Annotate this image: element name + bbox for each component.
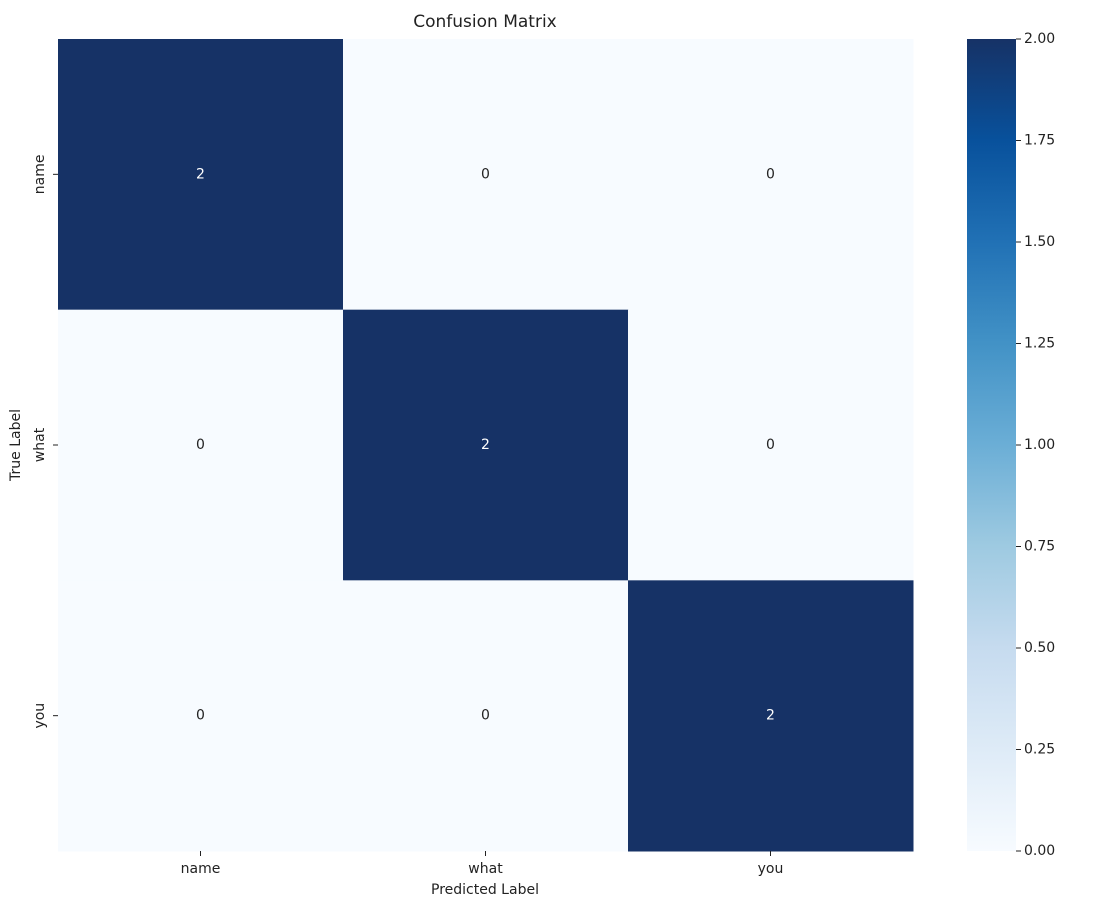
heatmap-cell <box>628 580 914 852</box>
x-tick-label: you <box>758 861 784 877</box>
colorbar <box>967 39 1016 851</box>
chart-title: Confusion Matrix <box>413 12 557 32</box>
cell-label: 0 <box>196 708 205 724</box>
heatmap-cell <box>58 309 344 581</box>
y-axis-label: True Label <box>8 409 24 482</box>
heatmap-cell <box>628 309 914 581</box>
cell-label: 2 <box>481 437 490 453</box>
colorbar-tick-label: 2.00 <box>1024 31 1055 47</box>
cell-label: 0 <box>766 437 775 453</box>
colorbar-tick-label: 0.50 <box>1024 640 1055 656</box>
x-axis-label: Predicted Label <box>431 882 539 898</box>
cell-label: 2 <box>766 708 775 724</box>
heatmap-cell <box>58 580 344 852</box>
heatmap-cell <box>58 39 344 311</box>
colorbar-tick-label: 1.25 <box>1024 336 1055 352</box>
colorbar-tick-label: 0.75 <box>1024 539 1055 555</box>
heatmap-cell <box>343 309 629 581</box>
heatmap-cell <box>343 580 629 852</box>
y-tick-label: name <box>32 154 48 194</box>
colorbar-tick-label: 1.75 <box>1024 133 1055 149</box>
heatmap-cell <box>343 39 629 311</box>
y-tick-label: you <box>32 703 48 729</box>
x-tick-label: what <box>468 861 503 877</box>
heatmap-cell <box>628 39 914 311</box>
cell-label: 0 <box>481 166 490 182</box>
colorbar-tick-label: 0.25 <box>1024 742 1055 758</box>
cell-label: 2 <box>196 166 205 182</box>
cell-label: 0 <box>196 437 205 453</box>
cell-label: 0 <box>481 708 490 724</box>
cell-label: 0 <box>766 166 775 182</box>
colorbar-tick-label: 1.50 <box>1024 234 1055 250</box>
y-tick-label: what <box>32 427 48 462</box>
x-tick-label: name <box>181 861 221 877</box>
colorbar-tick-label: 1.00 <box>1024 437 1055 453</box>
colorbar-tick-label: 0.00 <box>1024 843 1055 859</box>
